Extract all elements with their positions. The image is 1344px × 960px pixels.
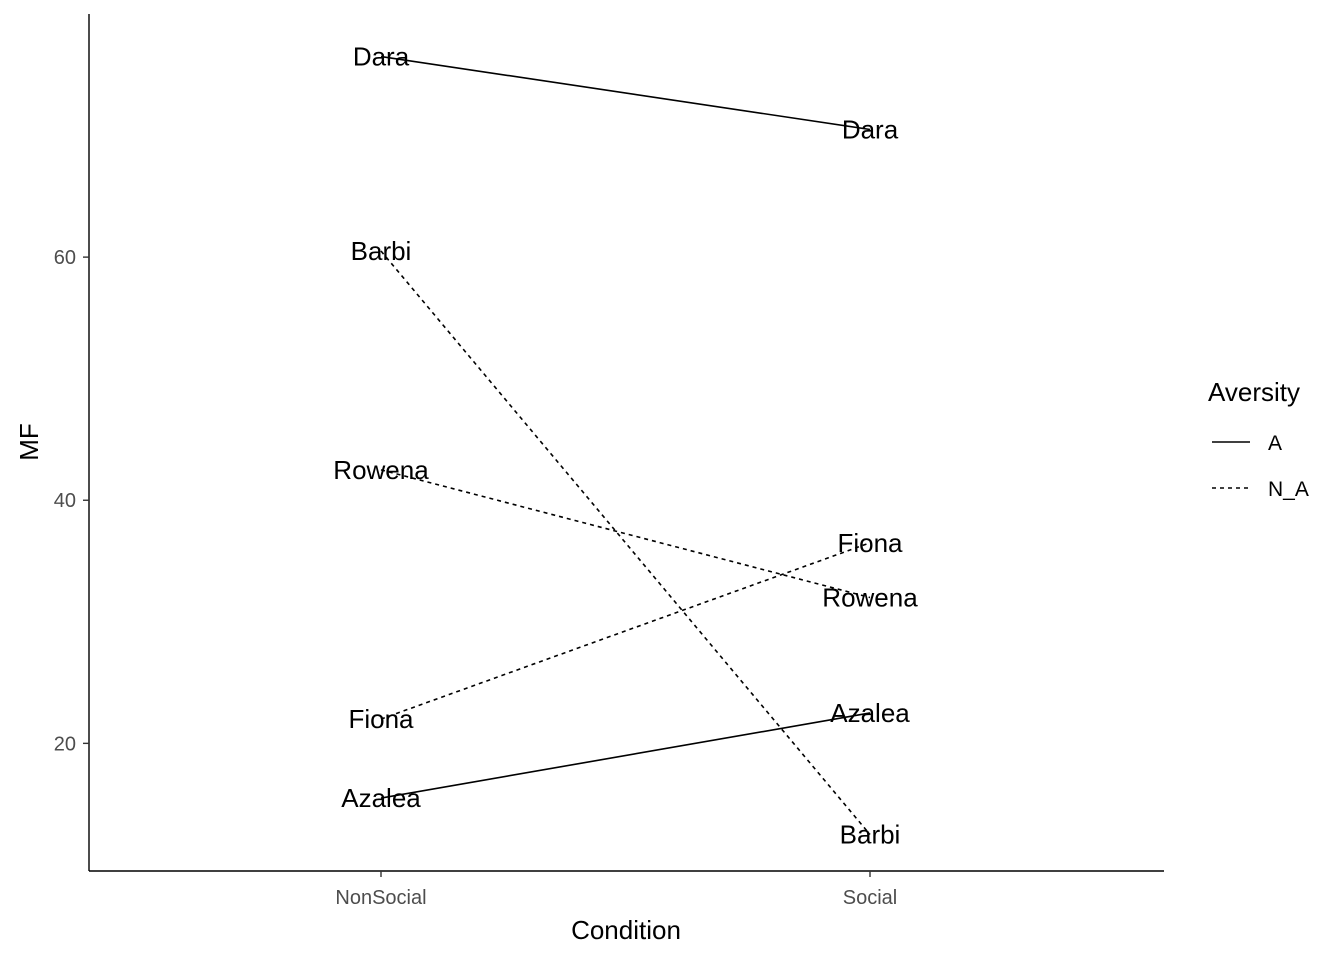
x-axis-title: Condition xyxy=(571,915,681,945)
point-label-barbi-social: Barbi xyxy=(840,820,901,850)
point-label-rowena-nonsocial: Rowena xyxy=(333,455,429,485)
y-tick-label: 40 xyxy=(54,490,76,512)
point-label-dara-social: Dara xyxy=(842,114,899,144)
point-label-fiona-nonsocial: Fiona xyxy=(348,704,414,734)
point-label-azalea-social: Azalea xyxy=(830,698,910,728)
point-label-rowena-social: Rowena xyxy=(822,582,918,612)
series-line-azalea xyxy=(380,712,871,799)
legend-label-a: A xyxy=(1268,432,1282,455)
series-lines xyxy=(380,55,871,836)
series-line-rowena xyxy=(380,469,871,599)
point-labels: Dara Dara Barbi Barbi Rowena Rowena Fiona Fiona… xyxy=(333,42,918,850)
point-label-dara-nonsocial: Dara xyxy=(353,42,410,72)
y-axis-ticks: 20 40 60 xyxy=(54,247,89,755)
x-tick-label: NonSocial xyxy=(335,887,426,909)
series-line-fiona xyxy=(380,542,871,720)
point-label-fiona-social: Fiona xyxy=(837,528,903,558)
series-line-barbi xyxy=(380,250,871,836)
x-axis-ticks: NonSocial Social xyxy=(335,871,897,909)
legend-entries: A N_A xyxy=(1212,432,1309,501)
y-tick-label: 20 xyxy=(54,733,76,755)
legend-title: Aversity xyxy=(1208,377,1300,407)
x-tick-label: Social xyxy=(843,887,897,909)
legend: Aversity A N_A xyxy=(1208,377,1309,501)
legend-label-n_a: N_A xyxy=(1268,478,1309,501)
point-label-azalea-nonsocial: Azalea xyxy=(341,783,421,813)
y-tick-label: 60 xyxy=(54,247,76,269)
series-line-dara xyxy=(380,55,871,131)
point-label-barbi-nonsocial: Barbi xyxy=(351,236,412,266)
y-axis-title: MF xyxy=(14,423,44,461)
